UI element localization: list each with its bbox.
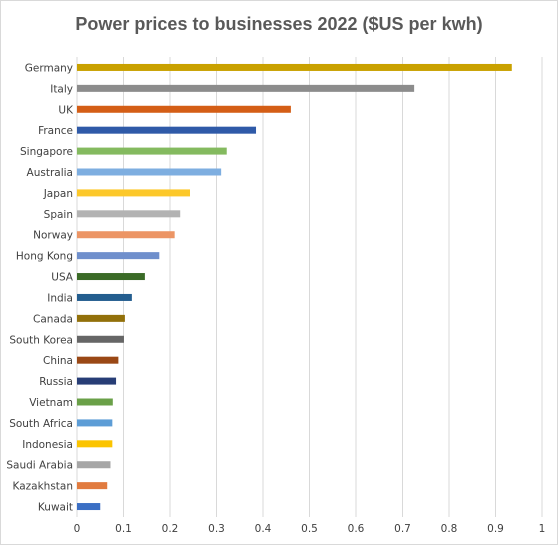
category-label: Vietnam — [29, 397, 73, 409]
bar — [77, 293, 132, 301]
category-label: Spain — [44, 209, 73, 221]
bar — [77, 503, 101, 511]
category-label: UK — [58, 104, 74, 116]
bar — [77, 168, 222, 176]
category-label: Indonesia — [22, 439, 73, 451]
bar — [77, 335, 124, 343]
category-label: Saudi Arabia — [6, 460, 73, 472]
category-label: Germany — [25, 62, 73, 74]
bar — [77, 273, 145, 281]
category-label: Singapore — [20, 146, 73, 158]
bar — [77, 105, 291, 113]
category-label: Australia — [27, 167, 73, 179]
category-label: India — [47, 292, 73, 304]
bar — [77, 482, 108, 490]
x-tick-label: 0.2 — [162, 523, 179, 535]
x-tick-label: 0 — [74, 523, 81, 535]
category-label: Norway — [33, 230, 73, 242]
category-label: Canada — [33, 313, 73, 325]
x-tick-label: 0.1 — [115, 523, 132, 535]
bar — [77, 84, 415, 92]
category-label: USA — [51, 272, 74, 284]
x-tick-label: 0.5 — [301, 523, 318, 535]
bar — [77, 440, 113, 448]
bar — [77, 126, 257, 134]
x-tick-label: 0.3 — [208, 523, 225, 535]
category-label: South Africa — [9, 418, 73, 430]
bar — [77, 231, 175, 239]
category-label: Hong Kong — [16, 251, 73, 263]
x-tick-label: 0.8 — [441, 523, 458, 535]
bar — [77, 377, 117, 385]
category-label: Kuwait — [38, 502, 73, 514]
category-label: China — [43, 355, 73, 367]
bar — [77, 356, 119, 364]
bar — [77, 147, 227, 155]
category-label: Japan — [43, 188, 73, 200]
bar — [77, 210, 181, 218]
chart-title: Power prices to businesses 2022 ($US per… — [75, 14, 483, 34]
category-label: France — [38, 125, 73, 137]
bar — [77, 189, 190, 197]
category-label: South Korea — [9, 334, 73, 346]
category-label: Kazakhstan — [13, 481, 74, 493]
bar — [77, 252, 160, 260]
category-label: Italy — [50, 83, 73, 95]
x-tick-label: 0.6 — [348, 523, 365, 535]
x-tick-label: 1 — [539, 523, 546, 535]
x-tick-label: 0.9 — [487, 523, 504, 535]
bar — [77, 314, 125, 322]
x-tick-label: 0.7 — [394, 523, 411, 535]
bar — [77, 398, 113, 406]
bar — [77, 461, 111, 469]
category-label: Russia — [39, 376, 73, 388]
bar — [77, 63, 512, 71]
bar — [77, 419, 113, 427]
x-tick-label: 0.4 — [255, 523, 272, 535]
